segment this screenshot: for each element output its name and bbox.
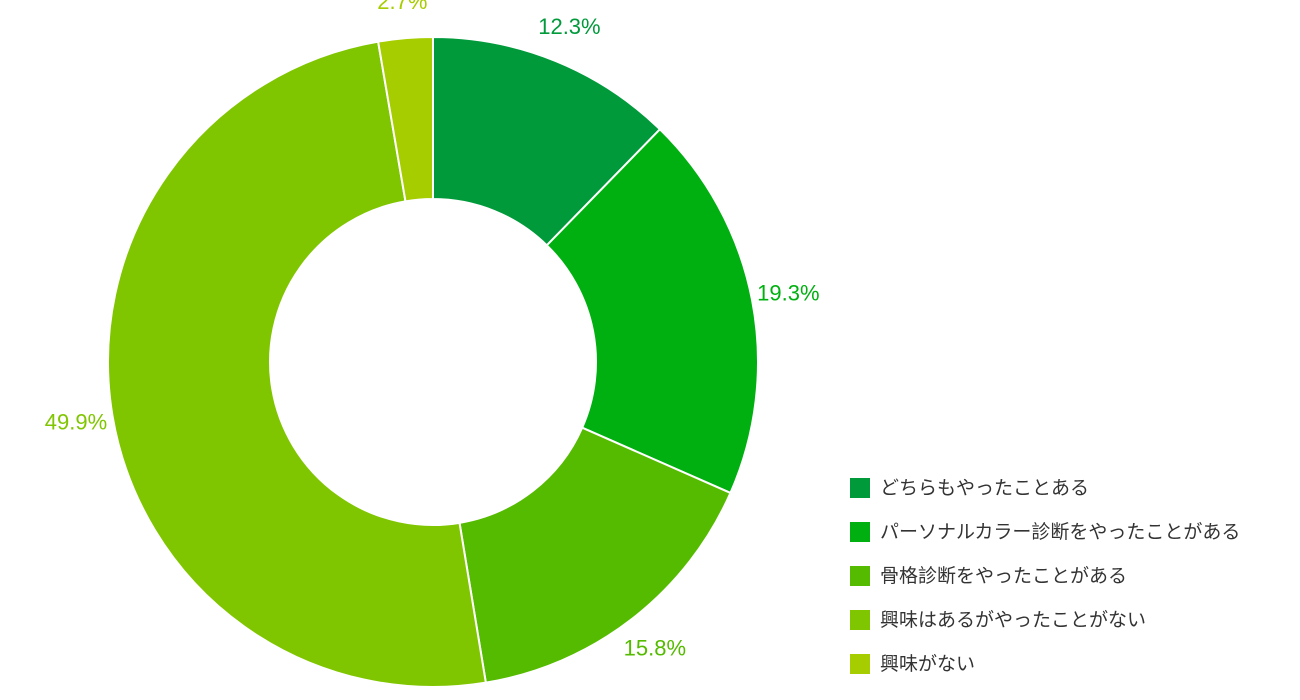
legend-item-4: 興味はあるがやったことがない — [850, 609, 1146, 631]
legend-label-4: 興味はあるがやったことがない — [880, 609, 1146, 631]
donut-slice-5 — [376, 35, 434, 203]
legend-label-2: パーソナルカラー診断をやったことがある — [880, 521, 1240, 543]
legend-item-1: どちらもやったことある — [850, 477, 1089, 499]
donut-slices — [107, 35, 759, 688]
legend-item-3: 骨格診断をやったことがある — [850, 565, 1127, 587]
data-labels: 12.3% 19.3% 15.8% 49.9% 2.7% — [45, 0, 820, 661]
data-label-3: 15.8% — [624, 636, 686, 661]
legend-swatch-5 — [850, 654, 870, 674]
data-label-5: 2.7% — [377, 0, 427, 14]
legend-swatch-1 — [850, 478, 870, 498]
donut-slice-2 — [545, 127, 759, 495]
data-label-2: 19.3% — [757, 281, 819, 306]
legend-swatch-4 — [850, 610, 870, 630]
legend: どちらもやったことあるパーソナルカラー診断をやったことがある骨格診断をやったこと… — [850, 477, 1240, 675]
legend-item-2: パーソナルカラー診断をやったことがある — [850, 521, 1240, 543]
legend-item-5: 興味がない — [850, 653, 975, 675]
legend-label-5: 興味がない — [880, 653, 975, 675]
legend-swatch-3 — [850, 566, 870, 586]
data-label-1: 12.3% — [538, 14, 600, 39]
legend-swatch-2 — [850, 522, 870, 542]
donut-slice-4 — [107, 40, 488, 688]
data-label-4: 49.9% — [45, 409, 107, 434]
donut-slice-3 — [458, 426, 732, 684]
legend-label-3: 骨格診断をやったことがある — [880, 565, 1127, 587]
donut-slice-1 — [432, 35, 662, 247]
legend-label-1: どちらもやったことある — [880, 477, 1089, 499]
